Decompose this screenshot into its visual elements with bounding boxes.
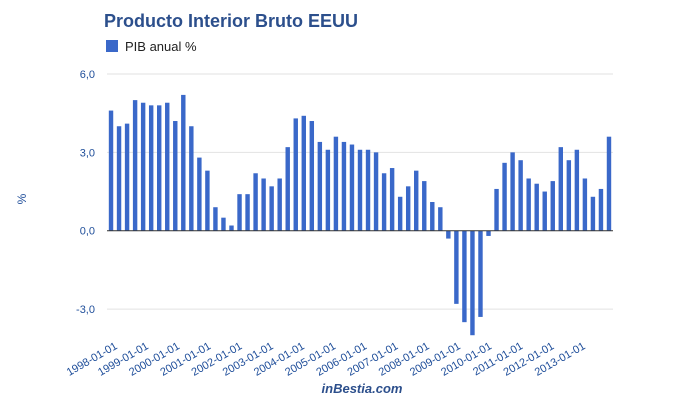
y-tick-label: -3,0 xyxy=(76,304,95,316)
y-axis-label: % xyxy=(15,193,29,204)
bar xyxy=(446,230,451,239)
bar xyxy=(494,188,499,231)
bar xyxy=(470,230,475,336)
bar xyxy=(301,115,306,231)
bar xyxy=(229,225,234,231)
bar xyxy=(325,149,331,231)
bar xyxy=(462,230,467,323)
bar xyxy=(237,194,242,231)
x-axis-ticks: 1998-01-011999-01-012000-01-012001-01-01… xyxy=(65,340,588,379)
bar xyxy=(502,162,507,231)
bar xyxy=(213,207,218,231)
bar xyxy=(148,105,154,231)
legend-swatch xyxy=(106,40,118,52)
bar xyxy=(373,152,379,231)
bar xyxy=(526,178,531,231)
bar xyxy=(534,183,539,231)
bar xyxy=(333,136,339,231)
bar xyxy=(253,173,258,231)
bar xyxy=(357,149,363,231)
bar xyxy=(124,123,130,231)
bar xyxy=(181,94,186,231)
bar xyxy=(173,121,178,231)
bar xyxy=(422,181,427,231)
y-tick-label: 3,0 xyxy=(80,147,95,159)
bar xyxy=(197,157,202,231)
bar xyxy=(558,147,563,231)
bar xyxy=(157,105,162,231)
y-tick-label: 6,0 xyxy=(80,69,95,81)
bar xyxy=(245,194,250,231)
bar xyxy=(189,126,194,231)
chart-title: Producto Interior Bruto EEUU xyxy=(104,11,358,31)
bar xyxy=(349,144,355,231)
bar xyxy=(438,207,443,231)
bar xyxy=(269,186,274,231)
bar xyxy=(606,136,612,231)
bar xyxy=(405,186,411,231)
bar xyxy=(542,191,547,231)
bar xyxy=(108,110,114,231)
bar xyxy=(510,152,515,231)
bar xyxy=(430,202,435,231)
y-axis-ticks: 6,0 3,0 0,0 -3,0 xyxy=(76,69,95,316)
bar xyxy=(598,188,604,231)
bar xyxy=(486,230,491,236)
bar xyxy=(518,160,523,231)
bar xyxy=(132,100,138,231)
bar xyxy=(317,141,323,231)
y-tick-label: 0,0 xyxy=(80,226,95,238)
source-credit: inBestia.com xyxy=(322,381,403,396)
bar xyxy=(566,160,572,231)
bar xyxy=(414,170,419,231)
bar xyxy=(205,170,210,231)
bar xyxy=(590,196,596,231)
bar xyxy=(293,118,298,231)
bar xyxy=(381,173,387,231)
bars xyxy=(108,94,612,336)
bar xyxy=(285,147,290,231)
bar xyxy=(397,196,403,231)
bar xyxy=(309,121,315,231)
bar xyxy=(140,102,146,231)
bar xyxy=(261,178,266,231)
bar xyxy=(574,149,580,231)
bar xyxy=(454,230,459,304)
bar xyxy=(277,178,282,231)
bar xyxy=(550,181,555,231)
bar xyxy=(365,149,371,231)
bar xyxy=(389,168,395,231)
bar xyxy=(341,141,347,231)
bar xyxy=(582,178,588,231)
legend-label: PIB anual % xyxy=(125,39,197,54)
bar xyxy=(478,230,483,317)
bar xyxy=(165,102,170,231)
bar xyxy=(116,126,122,231)
bar xyxy=(221,217,226,231)
